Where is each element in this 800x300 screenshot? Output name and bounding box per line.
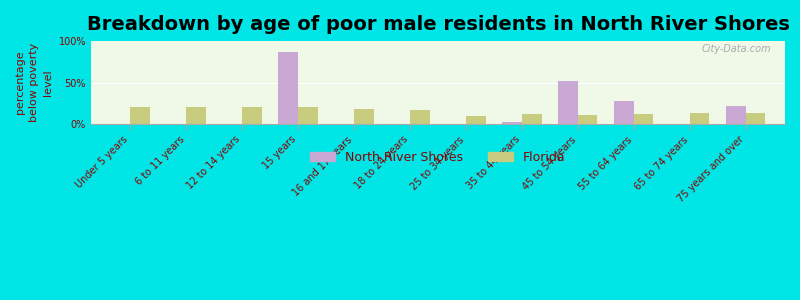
Title: Breakdown by age of poor male residents in North River Shores: Breakdown by age of poor male residents …	[86, 15, 790, 34]
Bar	[558, 81, 578, 124]
Bar	[242, 107, 262, 124]
Bar	[278, 52, 298, 124]
Bar	[130, 107, 150, 124]
Bar	[466, 116, 486, 124]
Bar	[634, 114, 654, 124]
Bar	[578, 115, 598, 124]
Bar	[614, 101, 634, 124]
Bar	[746, 113, 766, 124]
Bar	[298, 107, 318, 124]
Bar	[410, 110, 430, 124]
Bar	[502, 122, 522, 124]
Bar	[522, 114, 542, 124]
Legend: North River Shores, Florida: North River Shores, Florida	[305, 146, 570, 169]
Bar	[186, 107, 206, 124]
Bar	[726, 106, 746, 124]
Y-axis label: percentage
below poverty
level: percentage below poverty level	[15, 43, 53, 122]
Bar	[354, 109, 374, 124]
Bar	[690, 113, 710, 124]
Text: City-Data.com: City-Data.com	[702, 44, 771, 54]
